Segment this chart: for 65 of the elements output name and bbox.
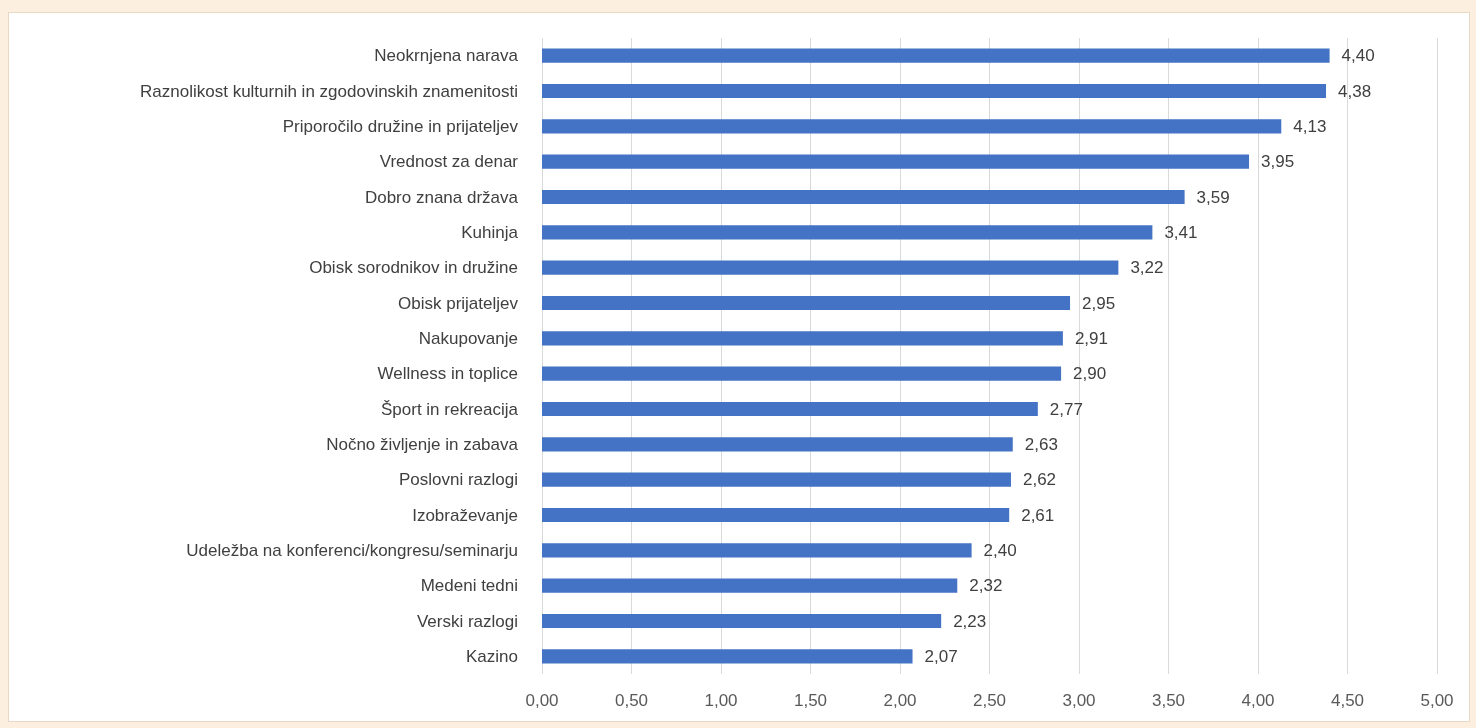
y-tick-label: Nočno življenje in zabava [326,434,519,454]
x-tick-label: 4,00 [1241,691,1275,710]
data-label: 2,63 [1024,434,1058,454]
bar [542,189,1185,205]
data-label: 3,22 [1130,258,1164,278]
data-label: 2,77 [1049,399,1083,419]
y-tick-label: Poslovni razlogi [398,470,518,490]
x-tick-label: 1,50 [793,691,828,710]
bar [542,119,1282,134]
x-tick-label: 3,50 [1151,691,1186,710]
data-label: 2,32 [969,576,1003,596]
data-label: 3,95 [1261,152,1295,172]
bar [542,48,1330,63]
bar [542,154,1250,169]
x-tick-label: 2,50 [972,691,1007,710]
data-label: 4,40 [1341,46,1375,66]
bar [542,578,958,593]
x-tick-label: 0,00 [525,691,559,710]
bar [542,472,1011,487]
y-tick-label: Izobraževanje [412,505,518,525]
bar [542,543,972,558]
data-label: 2,90 [1073,364,1107,384]
y-tick-label: Raznolikost kulturnih in zgodovinskih znamenitosti [140,81,518,101]
bar [542,83,1327,99]
x-tick-label: 2,00 [883,691,917,710]
y-tick-label: Udeležba na konferenci/kongresu/seminarju [186,540,518,560]
data-label: 4,38 [1338,81,1372,101]
x-tick-label: 3,00 [1062,691,1096,710]
bar [542,437,1013,452]
bar [542,225,1153,240]
y-tick-label: Kazino [466,646,518,666]
y-tick-label: Priporočilo družine in prijateljev [282,116,519,136]
bar [542,649,913,664]
y-tick-label: Medeni tedni [420,576,518,596]
bar [542,295,1071,311]
x-tick-label: 4,50 [1330,691,1365,710]
data-label: 2,61 [1021,505,1055,525]
y-tick-label: Šport in rekreacija [380,399,519,419]
y-tick-label: Dobro znana država [364,187,519,207]
x-tick-label: 0,50 [614,691,649,710]
data-label: 2,62 [1022,470,1057,490]
y-tick-label: Neokrnjena narava [374,46,519,66]
data-label: 3,59 [1196,187,1230,207]
y-tick-label: Verski razlogi [416,611,518,631]
bar [542,260,1119,275]
y-tick-label: Vrednost za denar [379,152,519,172]
bar [542,613,942,629]
data-label: 2,40 [983,540,1017,560]
x-tick-label: 5,00 [1420,691,1454,710]
x-tick-label: 1,00 [704,691,738,710]
y-tick-label: Nakupovanje [418,328,518,348]
data-label: 2,91 [1074,328,1108,348]
data-label: 2,23 [953,611,987,631]
data-label: 4,13 [1293,116,1327,136]
data-label: 2,95 [1082,293,1116,313]
bar [542,366,1062,381]
y-tick-label: Wellness in toplice [377,364,518,384]
data-label: 3,41 [1164,222,1198,242]
bar [542,401,1038,417]
bar [542,507,1010,523]
y-tick-label: Obisk prijateljev [398,293,519,313]
bar [542,331,1063,346]
y-tick-label: Obisk sorodnikov in družine [309,258,518,278]
y-tick-label: Kuhinja [461,222,519,242]
data-label: 2,07 [924,646,958,666]
